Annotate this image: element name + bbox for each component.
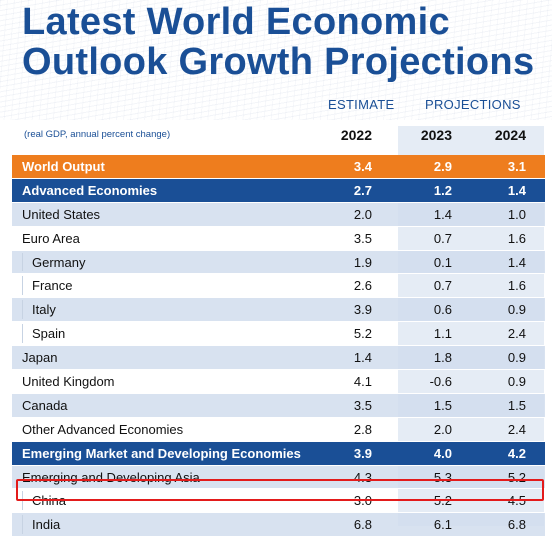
value-2023: 6.1 xyxy=(433,517,452,533)
value-2024: 1.4 xyxy=(507,254,526,270)
row-label: World Output xyxy=(22,158,105,174)
table-row: Other Advanced Economies 2.8 2.0 2.4 xyxy=(12,416,545,441)
row-label: Other Advanced Economies xyxy=(22,421,184,437)
value-2022: 3.0 xyxy=(353,493,372,509)
projections-header: PROJECTIONS xyxy=(425,97,521,112)
row-label: Advanced Economies xyxy=(22,182,158,198)
indent-marker xyxy=(22,324,23,344)
row-label: Germany xyxy=(32,254,86,270)
value-2024: 0.9 xyxy=(507,302,526,318)
table-row: Advanced Economies 2.7 1.2 1.4 xyxy=(12,177,545,202)
row-label: Canada xyxy=(22,397,68,413)
value-2023: 1.4 xyxy=(433,206,452,222)
value-2024: 5.2 xyxy=(507,469,526,485)
table-row: India 6.8 6.1 6.8 xyxy=(12,512,545,536)
value-2022: 1.9 xyxy=(353,254,372,270)
year-header-2024: 2024 xyxy=(494,127,526,143)
value-2023: 5.2 xyxy=(433,493,452,509)
value-2023: 0.1 xyxy=(433,254,452,270)
value-2022: 2.6 xyxy=(353,278,372,294)
row-label: United States xyxy=(22,206,101,222)
background-pattern xyxy=(0,0,552,120)
value-2023: 0.7 xyxy=(433,278,452,294)
table-row: Euro Area 3.5 0.7 1.6 xyxy=(12,225,545,250)
value-2024: 1.4 xyxy=(507,182,526,198)
value-2024: 6.8 xyxy=(507,517,526,533)
value-2024: 4.5 xyxy=(507,493,526,509)
value-2023: 0.7 xyxy=(433,230,452,246)
page-title: Latest World Economic Outlook Growth Pro… xyxy=(22,1,535,83)
year-header-2022: 2022 xyxy=(340,127,372,143)
indent-marker xyxy=(22,491,23,511)
table-row: Italy 3.9 0.6 0.9 xyxy=(12,297,545,322)
row-label: China xyxy=(32,493,66,509)
value-2023: 4.0 xyxy=(433,445,452,461)
value-2024: 1.5 xyxy=(507,397,526,413)
row-label: Italy xyxy=(32,302,56,318)
value-2024: 1.0 xyxy=(507,206,526,222)
table-row: France 2.6 0.7 1.6 xyxy=(12,273,545,297)
value-2024: 2.4 xyxy=(507,421,526,437)
value-2024: 1.6 xyxy=(507,230,526,246)
projections-table: World Output 3.4 2.9 3.1 Advanced Economies 2… xyxy=(12,155,545,536)
table-row: Japan 1.4 1.8 0.9 xyxy=(12,345,545,370)
row-label: India xyxy=(32,517,61,533)
value-2024: 3.1 xyxy=(507,158,526,174)
year-header-2023: 2023 xyxy=(420,127,452,143)
table-row: China 3.0 5.2 4.5 xyxy=(12,488,545,512)
row-label: United Kingdom xyxy=(22,373,115,389)
table-row: United States 2.0 1.4 1.0 xyxy=(12,201,545,226)
value-2022: 5.2 xyxy=(353,326,372,342)
value-2023: -0.6 xyxy=(429,373,452,389)
value-2022: 1.4 xyxy=(353,350,372,366)
value-2023: 0.6 xyxy=(433,302,452,318)
indent-marker xyxy=(22,300,23,320)
value-2022: 2.0 xyxy=(353,206,372,222)
row-label: France xyxy=(32,278,73,294)
value-2024: 0.9 xyxy=(507,373,526,389)
value-2022: 3.5 xyxy=(353,397,372,413)
estimate-header: ESTIMATE xyxy=(328,97,395,112)
value-2022: 3.5 xyxy=(353,230,372,246)
row-label: Spain xyxy=(32,326,66,342)
value-2024: 2.4 xyxy=(507,326,526,342)
value-2023: 1.1 xyxy=(433,326,452,342)
value-2022: 3.9 xyxy=(353,302,372,318)
value-2023: 1.2 xyxy=(433,182,452,198)
value-2023: 1.5 xyxy=(433,397,452,413)
row-label: Euro Area xyxy=(22,230,80,246)
row-label: Japan xyxy=(22,350,58,366)
indent-marker xyxy=(22,276,23,296)
table-row: Germany 1.9 0.1 1.4 xyxy=(12,249,545,274)
value-2022: 6.8 xyxy=(353,517,372,533)
unit-note: (real GDP, annual percent change) xyxy=(24,129,171,140)
value-2022: 4.1 xyxy=(353,373,372,389)
value-2023: 5.3 xyxy=(433,469,452,485)
value-2024: 1.6 xyxy=(507,278,526,294)
table-row: Emerging Market and Developing Economies… xyxy=(12,440,545,465)
value-2024: 4.2 xyxy=(507,445,526,461)
value-2022: 3.4 xyxy=(353,158,372,174)
row-label: Emerging Market and Developing Economies xyxy=(22,445,301,461)
table-row: United Kingdom 4.1 -0.6 0.9 xyxy=(12,369,545,393)
value-2022: 2.8 xyxy=(353,421,372,437)
indent-marker xyxy=(22,252,23,272)
value-2023: 2.9 xyxy=(433,158,452,174)
table-row: Emerging and Developing Asia 4.3 5.3 5.2 xyxy=(12,464,545,489)
value-2023: 2.0 xyxy=(433,421,452,437)
value-2022: 4.3 xyxy=(353,469,372,485)
value-2024: 0.9 xyxy=(507,350,526,366)
table-row: World Output 3.4 2.9 3.1 xyxy=(12,155,545,178)
value-2022: 3.9 xyxy=(353,445,372,461)
indent-marker xyxy=(22,515,23,535)
row-label: Emerging and Developing Asia xyxy=(22,469,200,485)
table-row: Canada 3.5 1.5 1.5 xyxy=(12,392,545,417)
table-row: Spain 5.2 1.1 2.4 xyxy=(12,321,545,345)
value-2022: 2.7 xyxy=(353,182,372,198)
value-2023: 1.8 xyxy=(433,350,452,366)
